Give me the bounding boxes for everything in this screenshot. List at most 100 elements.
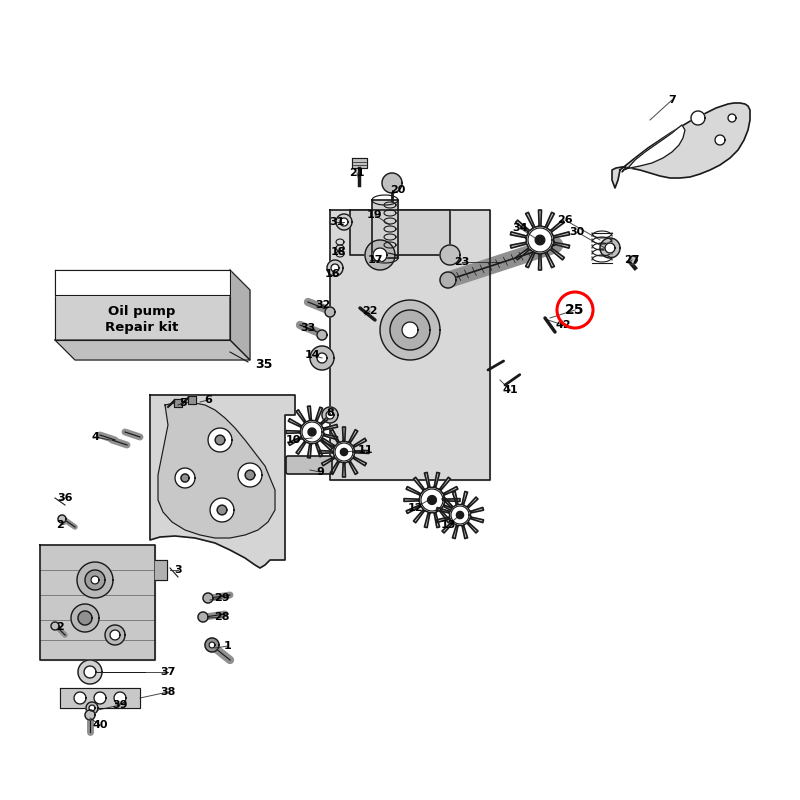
Text: 29: 29 <box>214 593 230 603</box>
Polygon shape <box>150 395 295 568</box>
Polygon shape <box>230 270 250 360</box>
Text: 6: 6 <box>204 395 212 405</box>
Text: 11: 11 <box>358 445 373 455</box>
Text: 38: 38 <box>160 687 176 697</box>
Polygon shape <box>286 406 338 458</box>
Polygon shape <box>440 272 456 288</box>
Text: 31: 31 <box>330 217 345 227</box>
Text: 18: 18 <box>330 247 346 257</box>
Polygon shape <box>84 666 96 678</box>
Polygon shape <box>322 407 338 423</box>
Polygon shape <box>440 245 460 265</box>
Text: 2: 2 <box>56 622 64 632</box>
Polygon shape <box>327 260 343 276</box>
Polygon shape <box>380 300 440 360</box>
Polygon shape <box>203 593 213 603</box>
Polygon shape <box>51 622 59 630</box>
Polygon shape <box>209 642 215 648</box>
Polygon shape <box>218 506 227 514</box>
Text: 33: 33 <box>300 323 316 333</box>
Text: 30: 30 <box>570 227 585 237</box>
Text: 22: 22 <box>362 306 378 316</box>
Text: 35: 35 <box>255 358 272 371</box>
Text: 1: 1 <box>224 641 232 651</box>
Text: Oil pump: Oil pump <box>108 306 176 318</box>
Polygon shape <box>71 604 99 632</box>
Polygon shape <box>175 468 195 488</box>
Text: 9: 9 <box>316 467 324 477</box>
Polygon shape <box>105 625 125 645</box>
Polygon shape <box>341 449 348 455</box>
Text: 16: 16 <box>325 269 341 279</box>
Bar <box>174 399 182 407</box>
Polygon shape <box>335 443 353 461</box>
Text: 26: 26 <box>557 215 573 225</box>
FancyBboxPatch shape <box>286 456 332 474</box>
Polygon shape <box>78 611 92 625</box>
Text: 34: 34 <box>512 223 528 233</box>
Polygon shape <box>317 330 327 340</box>
Text: 21: 21 <box>350 168 365 178</box>
Polygon shape <box>40 545 155 660</box>
Polygon shape <box>600 238 620 258</box>
Text: 2: 2 <box>56 520 64 530</box>
Polygon shape <box>181 474 189 482</box>
Polygon shape <box>89 705 95 711</box>
Polygon shape <box>612 103 750 188</box>
Polygon shape <box>91 576 99 584</box>
Polygon shape <box>205 638 219 652</box>
Polygon shape <box>629 256 637 264</box>
Polygon shape <box>373 248 387 262</box>
Polygon shape <box>110 630 120 640</box>
Text: 12: 12 <box>407 503 422 513</box>
Polygon shape <box>330 210 490 480</box>
Text: 41: 41 <box>502 385 518 395</box>
Polygon shape <box>317 353 327 363</box>
Polygon shape <box>428 496 437 504</box>
Polygon shape <box>215 435 225 445</box>
Polygon shape <box>382 173 402 193</box>
Polygon shape <box>622 125 685 172</box>
Polygon shape <box>365 240 395 270</box>
Text: 28: 28 <box>214 612 230 622</box>
Polygon shape <box>210 498 234 522</box>
Text: 5: 5 <box>179 398 187 408</box>
Polygon shape <box>85 570 105 590</box>
Polygon shape <box>94 692 106 704</box>
Polygon shape <box>114 692 126 704</box>
Polygon shape <box>308 428 316 436</box>
Polygon shape <box>302 422 322 442</box>
Text: 36: 36 <box>58 493 73 503</box>
Polygon shape <box>85 710 95 720</box>
Polygon shape <box>390 310 430 350</box>
Text: 40: 40 <box>92 720 108 730</box>
Polygon shape <box>715 135 725 145</box>
Text: 19: 19 <box>367 210 383 220</box>
Polygon shape <box>728 114 736 122</box>
Polygon shape <box>310 346 334 370</box>
Polygon shape <box>326 411 334 419</box>
Bar <box>188 396 196 404</box>
Polygon shape <box>437 491 483 538</box>
Text: 20: 20 <box>390 185 406 195</box>
Text: 39: 39 <box>112 700 128 710</box>
Bar <box>155 560 167 580</box>
Polygon shape <box>60 688 140 708</box>
Text: 13: 13 <box>440 520 456 530</box>
Polygon shape <box>319 427 369 477</box>
Polygon shape <box>350 210 450 255</box>
Text: 32: 32 <box>315 300 330 310</box>
Text: 17: 17 <box>367 255 382 265</box>
Polygon shape <box>77 562 113 598</box>
Polygon shape <box>86 702 98 714</box>
Polygon shape <box>372 200 398 258</box>
Polygon shape <box>246 470 254 480</box>
Polygon shape <box>55 270 230 340</box>
Polygon shape <box>58 515 66 523</box>
Text: 27: 27 <box>624 255 640 265</box>
Polygon shape <box>605 243 615 253</box>
Text: 23: 23 <box>454 257 470 267</box>
Polygon shape <box>510 210 570 270</box>
Polygon shape <box>55 340 250 360</box>
Polygon shape <box>198 612 208 622</box>
